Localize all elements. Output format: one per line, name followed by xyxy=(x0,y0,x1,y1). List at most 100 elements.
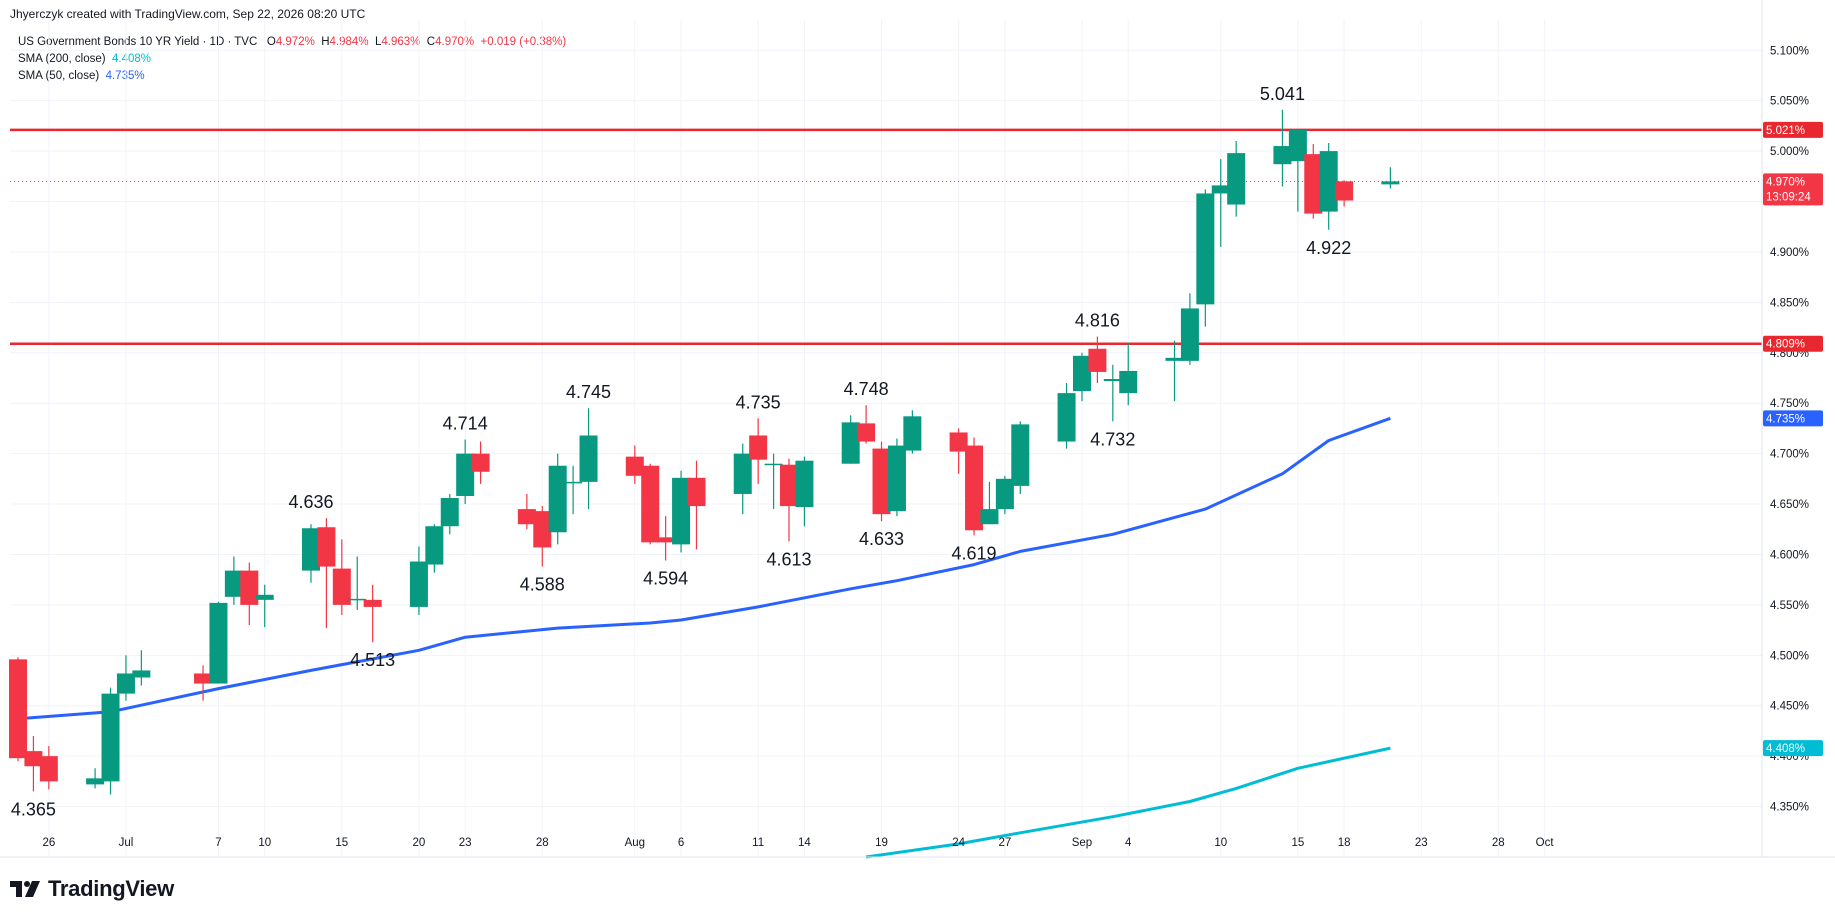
candle xyxy=(363,584,382,643)
ohlc-close: C4.970% xyxy=(426,36,475,48)
y-tick-label: 5.000% xyxy=(1770,146,1809,158)
x-tick-label: 19 xyxy=(875,837,888,849)
candle xyxy=(1119,342,1138,406)
sma200-legend[interactable]: SMA (200, close) 4.408% xyxy=(18,51,566,68)
x-tick-label: 10 xyxy=(258,837,271,849)
candle xyxy=(1103,364,1122,422)
countdown-badge: 13:09:24 xyxy=(1766,191,1811,203)
tradingview-logo-text: TradingView xyxy=(48,876,174,901)
candle-body xyxy=(641,465,660,543)
candle-body xyxy=(1103,379,1122,382)
y-tick-label: 4.450% xyxy=(1770,701,1809,713)
y-tick-label: 4.650% xyxy=(1770,499,1809,511)
candle xyxy=(1180,293,1199,365)
candle xyxy=(1273,109,1292,187)
candle-body xyxy=(857,423,876,442)
candle xyxy=(101,687,120,795)
price-annotation: 4.922 xyxy=(1306,238,1351,258)
candle xyxy=(579,408,598,510)
candle-body xyxy=(456,453,475,496)
price-annotation: 4.735 xyxy=(736,392,781,412)
candle-body xyxy=(240,570,259,605)
y-tick-label: 4.350% xyxy=(1770,802,1809,814)
sma50-badge-bg xyxy=(1763,410,1823,427)
candle-body xyxy=(672,477,691,545)
sma50-legend[interactable]: SMA (50, close) 4.735% xyxy=(18,68,566,85)
sma50-badge: 4.735% xyxy=(1766,413,1805,425)
candle-body xyxy=(533,511,552,548)
candle-body xyxy=(903,416,922,451)
candle-body xyxy=(1072,355,1091,392)
sma-lines xyxy=(17,416,1391,859)
candle xyxy=(949,428,968,474)
candle xyxy=(887,438,906,517)
candle-body xyxy=(656,537,675,543)
x-tick-label: Oct xyxy=(1536,837,1555,849)
ohlc-open: O4.972% xyxy=(266,36,315,48)
candle-body xyxy=(86,778,105,785)
price-annotations: 4.365 4.636 4.513 4.714 4.588 4.745 4.594 4.735… xyxy=(11,84,1351,820)
sma50-label: SMA (50, close) xyxy=(18,70,100,82)
price-annotation: 5.041 xyxy=(1260,84,1305,104)
price-annotation: 4.365 xyxy=(11,799,56,819)
y-tick-label: 4.500% xyxy=(1770,650,1809,662)
candle-body xyxy=(24,751,43,767)
candle-body xyxy=(841,422,860,464)
candle-body xyxy=(980,509,999,525)
y-tick-label: 5.100% xyxy=(1770,45,1809,57)
candle xyxy=(348,556,367,610)
grid xyxy=(10,20,1762,857)
symbol-row[interactable]: US Government Bonds 10 YR Yield · 1D · T… xyxy=(18,34,566,51)
price-annotation: 4.636 xyxy=(288,492,333,512)
candle xyxy=(1288,128,1307,212)
candle xyxy=(749,418,768,484)
x-tick-label: 27 xyxy=(998,837,1011,849)
candle xyxy=(857,405,876,444)
candle-body xyxy=(564,481,583,484)
candle-body xyxy=(1180,308,1199,361)
x-tick-label: Aug xyxy=(625,837,645,849)
candle xyxy=(641,463,660,545)
candle-body xyxy=(1165,357,1184,361)
y-tick-label: 4.750% xyxy=(1770,398,1809,410)
level-badge: 4.809% xyxy=(1766,339,1805,351)
candle xyxy=(209,601,228,684)
x-tick-label: 18 xyxy=(1338,837,1351,849)
candle xyxy=(24,735,43,792)
x-tick-label: 20 xyxy=(413,837,426,849)
level-badge-bg xyxy=(1763,335,1823,352)
candle xyxy=(425,524,444,573)
candle xyxy=(564,465,583,515)
candle-body xyxy=(1304,154,1323,214)
tradingview-logo[interactable]: TradingView xyxy=(10,876,174,902)
candle xyxy=(224,556,243,605)
candle xyxy=(1211,159,1230,247)
x-tick-label: 11 xyxy=(752,837,764,849)
price-annotation: 4.633 xyxy=(859,529,904,549)
candle-body xyxy=(949,432,968,452)
candle xyxy=(301,524,320,583)
candle-body xyxy=(687,477,706,507)
candle xyxy=(240,562,259,626)
x-tick-label: 28 xyxy=(536,837,549,849)
candle-body xyxy=(965,445,984,531)
candle-body xyxy=(1288,129,1307,162)
candle-body xyxy=(795,460,814,508)
candle-body xyxy=(1211,185,1230,194)
horizontal-levels[interactable] xyxy=(10,128,1762,345)
candle xyxy=(1335,180,1354,207)
symbol-title: US Government Bonds 10 YR Yield · 1D · T… xyxy=(18,36,258,48)
candle xyxy=(965,437,984,536)
candle xyxy=(1165,340,1184,402)
candle-body xyxy=(194,673,213,684)
price-annotation: 4.732 xyxy=(1090,429,1135,449)
candle xyxy=(872,441,891,522)
candle xyxy=(409,546,428,615)
candle-body xyxy=(548,465,567,533)
y-tick-label: 4.900% xyxy=(1770,247,1809,259)
candle-body xyxy=(255,594,274,600)
sma200-badge-bg xyxy=(1763,740,1823,757)
candle xyxy=(795,456,814,527)
x-tick-label: 6 xyxy=(678,837,684,849)
